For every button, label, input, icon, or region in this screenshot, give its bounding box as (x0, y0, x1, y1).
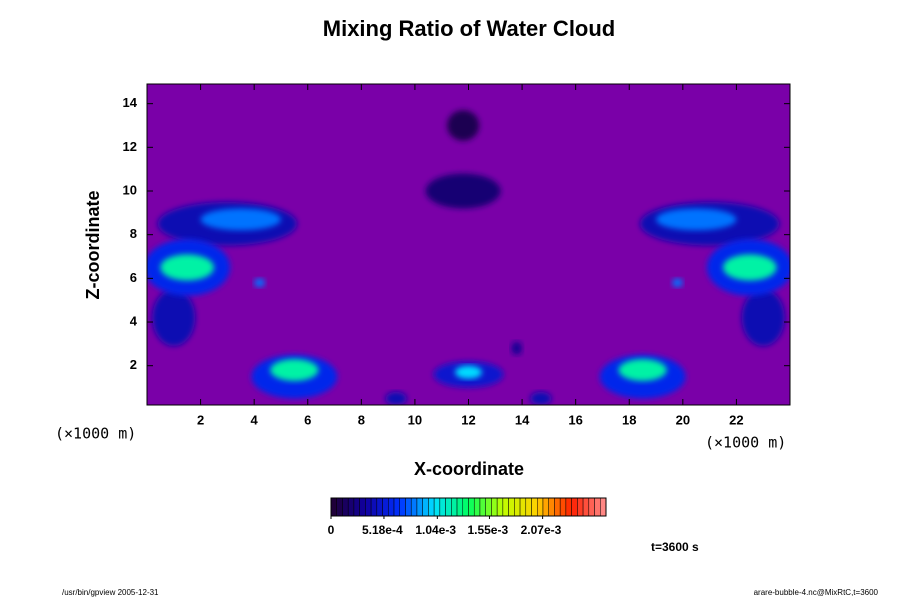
y-tick-label: 12 (123, 139, 137, 154)
cloud-region (455, 365, 482, 379)
colorbar-segment (554, 497, 561, 517)
colorbar-segment (416, 497, 423, 517)
colorbar-segment (577, 497, 584, 517)
cloud-region (672, 278, 683, 288)
cloud-region (425, 173, 501, 209)
colorbar-segment (537, 497, 544, 517)
x-tick-label: 18 (622, 412, 636, 427)
x-tick-label: 20 (676, 412, 690, 427)
colorbar-segment (473, 497, 481, 517)
colorbar-segment (330, 497, 337, 517)
colorbar-segment (451, 497, 458, 517)
colorbar-segment (514, 497, 521, 517)
cloud-region (511, 341, 523, 355)
x-tick-label: 2 (197, 412, 204, 427)
cloud-region (530, 391, 552, 405)
colorbar-segment (588, 497, 595, 517)
cloud-region (656, 208, 737, 231)
y-axis-label: Z-coordinate (83, 190, 103, 299)
colorbar-segment (405, 497, 412, 517)
x-tick-label: 16 (568, 412, 582, 427)
colorbar-tick-label: 5.18e-4 (362, 523, 403, 537)
colorbar-segment (393, 497, 401, 517)
y-tick-label: 8 (130, 226, 137, 241)
cloud-region (723, 254, 777, 281)
colorbar-frame (330, 497, 607, 517)
colorbar-segment (594, 497, 601, 517)
colorbar-segment (582, 497, 590, 517)
cloud-region (741, 289, 785, 347)
y-tick-label: 14 (123, 95, 138, 110)
colorbar-segment (502, 497, 509, 517)
colorbar-segment (353, 497, 360, 517)
cloud-region (160, 254, 214, 281)
x-tick-label: 10 (408, 412, 422, 427)
colorbar-segment (508, 497, 515, 517)
x-tick-label: 12 (461, 412, 475, 427)
colorbar-tick-label: 0 (328, 523, 335, 537)
colorbar-segment (479, 497, 486, 517)
colorbar-segment (388, 497, 395, 517)
colorbar-tick-label: 1.55e-3 (467, 523, 508, 537)
colorbar-segment (428, 497, 435, 517)
y-tick-label: 6 (130, 270, 137, 285)
colorbar-segment (600, 497, 607, 517)
x-tick-label: 8 (358, 412, 365, 427)
colorbar-segment (370, 497, 378, 517)
colorbar-segment (342, 497, 349, 517)
colorbar-segment (491, 497, 498, 517)
cloud-region (447, 110, 480, 141)
colorbar-segment (347, 497, 355, 517)
colorbar-segment (410, 497, 418, 517)
colorbar-tick-label: 1.04e-3 (415, 523, 456, 537)
colorbar-segment (525, 497, 532, 517)
footer-right: arare-bubble-4.nc@MixRtC,t=3600 (754, 588, 879, 597)
y-tick-label: 2 (130, 357, 137, 372)
colorbar-segment (359, 497, 366, 517)
colorbar-segment (496, 497, 504, 517)
colorbar-segment (462, 497, 469, 517)
colorbar-segment (382, 497, 389, 517)
x-axis-label: X-coordinate (414, 459, 524, 479)
x-unit: (×1000 m) (705, 434, 786, 452)
colorbar-segment (468, 497, 475, 517)
x-tick-label: 6 (304, 412, 311, 427)
colorbar-segment (548, 497, 555, 517)
x-tick-label: 4 (251, 412, 259, 427)
colorbar-segment (519, 497, 527, 517)
y-unit: (×1000 m) (55, 425, 136, 443)
x-tick-label: 14 (515, 412, 530, 427)
cloud-region (385, 391, 407, 405)
chart-title: Mixing Ratio of Water Cloud (323, 16, 616, 41)
time-label: t=3600 s (651, 540, 699, 554)
cloud-region (200, 208, 281, 231)
colorbar-segment (439, 497, 446, 517)
colorbar-segment (559, 497, 567, 517)
colorbar-segment (531, 497, 538, 517)
y-tick-label: 4 (130, 313, 138, 328)
cloud-region (254, 278, 265, 288)
cloud-region (152, 289, 196, 347)
footer-left: /usr/bin/gpview 2005-12-31 (62, 588, 159, 597)
colorbar-segment (399, 497, 406, 517)
colorbar-segment (565, 497, 572, 517)
x-tick-label: 22 (729, 412, 743, 427)
colorbar-segment (485, 497, 492, 517)
y-tick-label: 10 (123, 182, 137, 197)
colorbar-segment (376, 497, 383, 517)
colorbar-segment (456, 497, 464, 517)
colorbar-segment (433, 497, 441, 517)
colorbar-segment (542, 497, 549, 517)
colorbar-segment (365, 497, 372, 517)
colorbar-segment (445, 497, 452, 517)
plot-area (147, 84, 790, 405)
colorbar-segment (422, 497, 429, 517)
colorbar-segment (336, 497, 343, 517)
colorbar-segment (571, 497, 578, 517)
cloud-region (618, 359, 667, 381)
cloud-region (270, 359, 319, 381)
colorbar-tick-label: 2.07e-3 (521, 523, 562, 537)
